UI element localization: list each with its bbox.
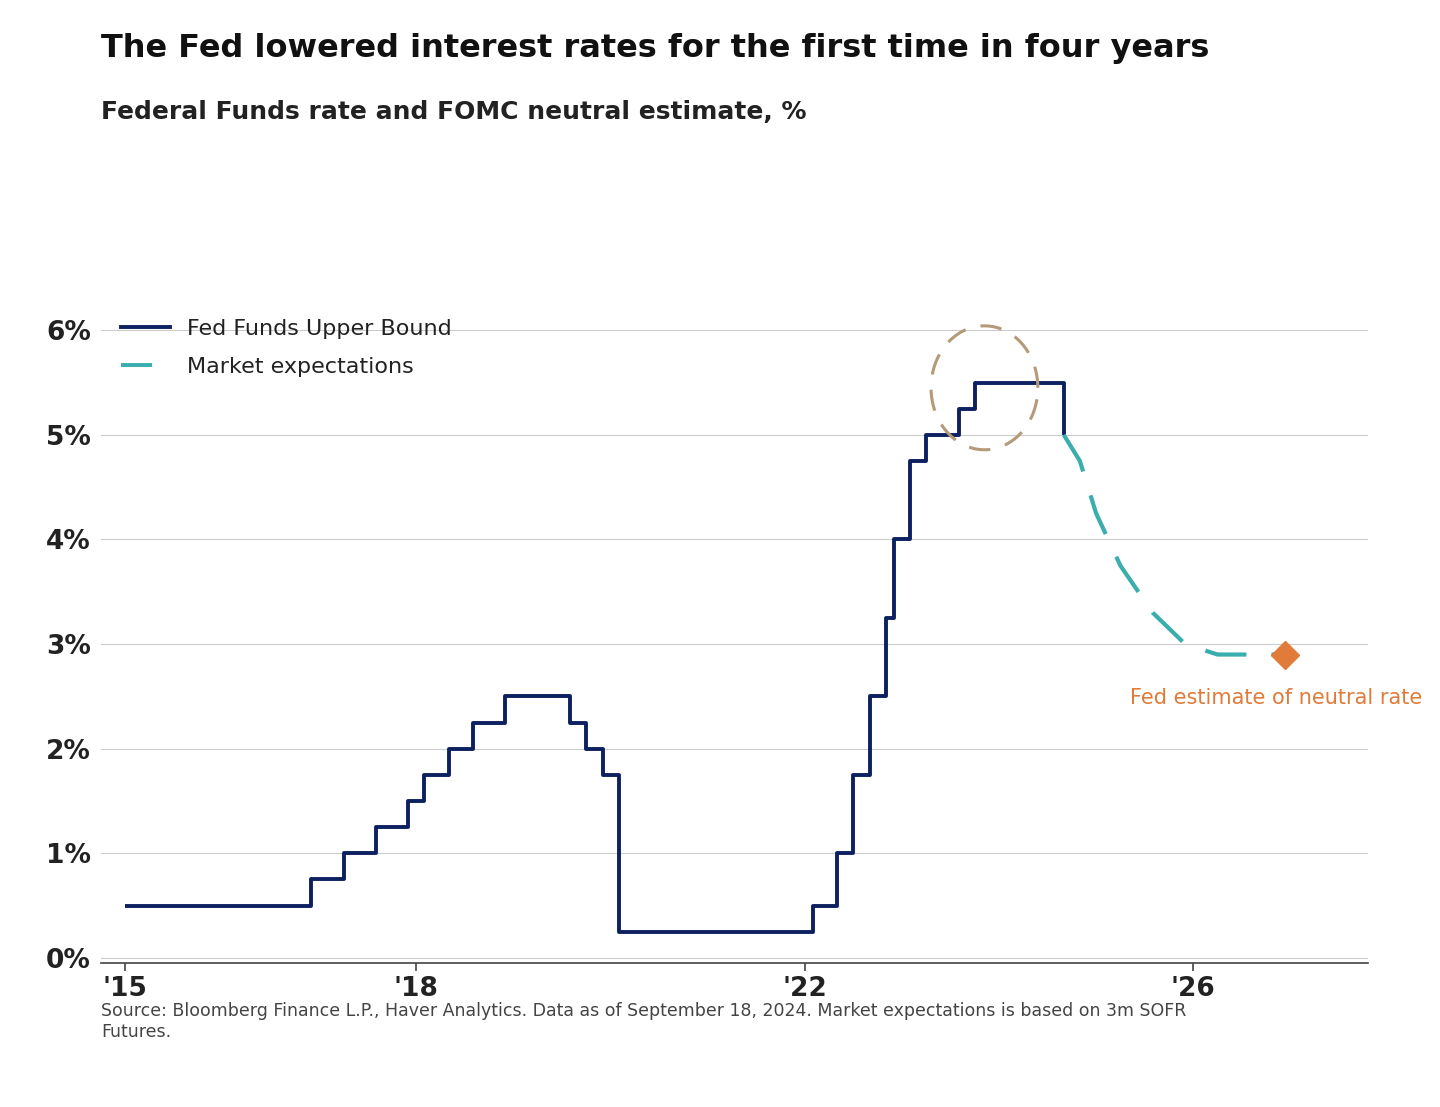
Text: Federal Funds rate and FOMC neutral estimate, %: Federal Funds rate and FOMC neutral esti… [101, 100, 806, 124]
Text: Fed estimate of neutral rate: Fed estimate of neutral rate [1129, 687, 1421, 708]
Text: The Fed lowered interest rates for the first time in four years: The Fed lowered interest rates for the f… [101, 33, 1210, 64]
Text: Source: Bloomberg Finance L.P., Haver Analytics. Data as of September 18, 2024. : Source: Bloomberg Finance L.P., Haver An… [101, 1002, 1187, 1041]
Legend: Fed Funds Upper Bound, Market expectations: Fed Funds Upper Bound, Market expectatio… [112, 310, 461, 385]
